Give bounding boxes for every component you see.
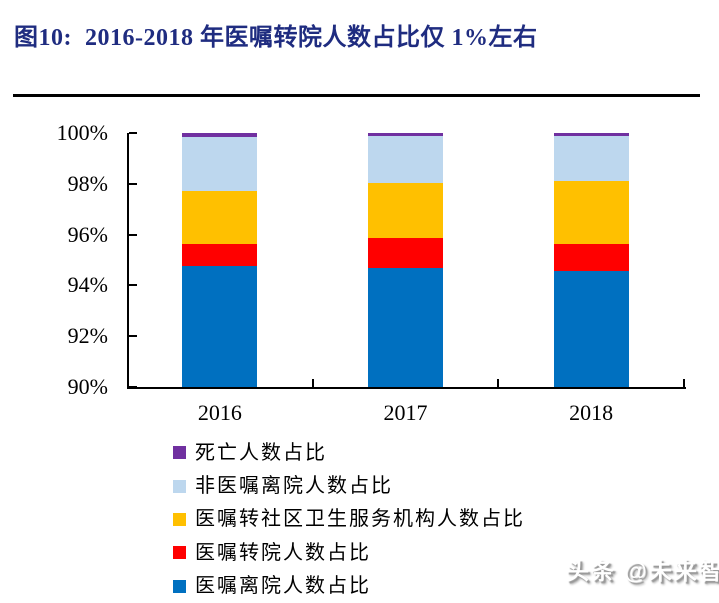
bar-segment-医嘱转社区卫生服务机构人数占比 — [182, 191, 258, 244]
bar-segment-医嘱离院人数占比 — [368, 267, 443, 387]
bar-segment-死亡人数占比 — [182, 133, 258, 137]
figure-title: 图10: 2016-2018 年医嘱转院人数占比仅 1%左右 — [14, 25, 538, 51]
bar-segment-医嘱离院人数占比 — [182, 266, 258, 387]
bar-segment-死亡人数占比 — [553, 133, 629, 136]
title-separator-rule — [13, 94, 700, 97]
y-tick-label: 98% — [67, 170, 108, 196]
bar-segment-医嘱离院人数占比 — [553, 271, 629, 387]
legend-swatch — [173, 546, 186, 560]
y-tick — [129, 132, 137, 134]
legend-label: 医嘱转社区卫生服务机构人数占比 — [195, 508, 525, 531]
legend-swatch — [173, 479, 186, 493]
bar-segment-医嘱转院人数占比 — [553, 243, 629, 272]
y-tick — [129, 386, 137, 388]
bar-segment-非医嘱离院人数占比 — [182, 136, 258, 192]
plot-area — [127, 133, 684, 387]
y-tick-label: 100% — [56, 120, 108, 145]
y-tick-label: 92% — [67, 323, 108, 349]
legend-label: 医嘱转院人数占比 — [195, 541, 371, 564]
x-tick — [311, 379, 314, 387]
bar-segment-医嘱转院人数占比 — [368, 238, 443, 268]
bar-segment-医嘱转院人数占比 — [182, 243, 258, 267]
bar-segment-医嘱转社区卫生服务机构人数占比 — [553, 181, 629, 244]
y-axis-line — [127, 133, 129, 389]
y-tick — [129, 284, 137, 287]
watermark: 头条 @未来智库 — [566, 558, 719, 584]
x-tick — [497, 379, 500, 387]
x-tick-label: 2016 — [197, 400, 242, 425]
legend-item: 医嘱转院人数占比 — [173, 536, 525, 569]
y-tick — [129, 182, 137, 185]
legend-swatch — [173, 446, 186, 460]
x-tick-label: 2017 — [383, 400, 428, 425]
x-tick-label: 2018 — [569, 400, 614, 425]
y-tick — [129, 335, 137, 338]
legend-label: 死亡人数占比 — [195, 441, 327, 464]
y-tick — [129, 233, 137, 236]
legend-label: 医嘱离院人数占比 — [195, 575, 371, 598]
y-tick-label: 96% — [67, 221, 108, 247]
bar-segment-非医嘱离院人数占比 — [553, 135, 629, 182]
bar-segment-非医嘱离院人数占比 — [368, 135, 443, 183]
legend-label: 非医嘱离院人数占比 — [195, 475, 393, 498]
bar-segment-医嘱转社区卫生服务机构人数占比 — [368, 182, 443, 239]
legend-item: 死亡人数占比 — [173, 436, 525, 469]
legend-item: 医嘱离院人数占比 — [173, 570, 525, 603]
legend-swatch — [173, 579, 186, 593]
bar-segment-死亡人数占比 — [368, 133, 443, 136]
x-tick — [683, 379, 685, 387]
legend-swatch — [173, 512, 186, 526]
y-tick-label: 90% — [67, 374, 108, 399]
legend-item: 非医嘱离院人数占比 — [173, 469, 525, 502]
x-axis-line — [127, 387, 686, 389]
legend: 死亡人数占比非医嘱离院人数占比医嘱转社区卫生服务机构人数占比 医嘱转院人数占比 医嘱… — [173, 436, 525, 603]
legend-item: 医嘱转社区卫生服务机构人数占比 — [173, 503, 525, 536]
y-tick-label: 94% — [67, 272, 108, 298]
